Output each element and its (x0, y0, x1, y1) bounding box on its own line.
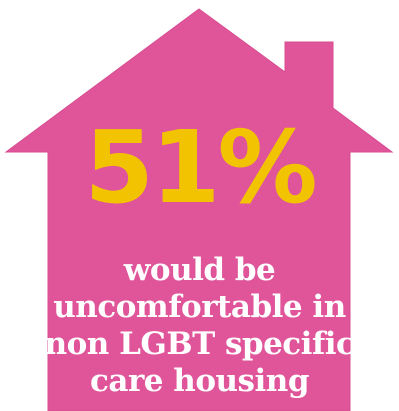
caption-line: non LGBT specific (44, 326, 355, 362)
caption-line: would be (123, 252, 276, 288)
stat-value: 51% (84, 109, 317, 226)
caption-line: care housing (89, 363, 310, 399)
stat-caption: would be uncomfortable in non LGBT speci… (0, 252, 399, 400)
caption-line: uncomfortable in (53, 289, 346, 325)
